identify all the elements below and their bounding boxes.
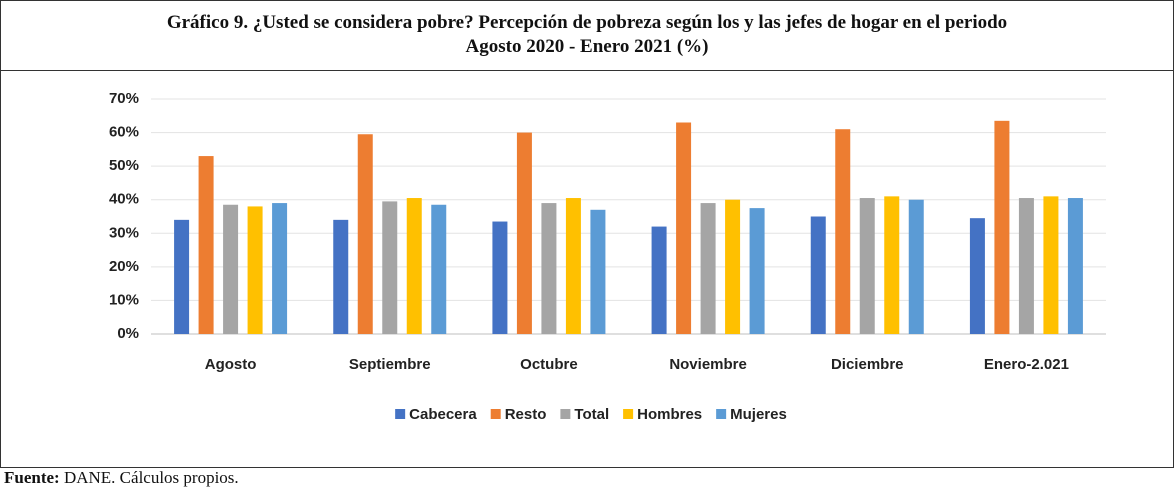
- legend-swatch: [395, 409, 406, 419]
- bar: [749, 208, 765, 334]
- bar: [651, 226, 667, 334]
- bar: [492, 221, 508, 334]
- legend-label: Cabecera: [409, 406, 477, 423]
- x-tick-label: Agosto: [205, 356, 257, 373]
- bar: [884, 196, 900, 334]
- bar: [223, 204, 239, 334]
- bar: [247, 206, 263, 334]
- bar: [406, 198, 422, 334]
- y-tick-label: 40%: [109, 191, 139, 208]
- chart-frame: Gráfico 9. ¿Usted se considera pobre? Pe…: [0, 0, 1174, 468]
- source-label: Fuente:: [4, 468, 60, 487]
- bar: [590, 209, 606, 334]
- bar: [1018, 198, 1034, 334]
- y-tick-label: 0%: [117, 325, 139, 342]
- legend-swatch: [560, 409, 571, 419]
- bar: [676, 122, 692, 334]
- bar: [835, 129, 851, 334]
- y-tick-label: 20%: [109, 258, 139, 275]
- bar: [1043, 196, 1059, 334]
- bar: [994, 120, 1010, 334]
- x-tick-label: Septiembre: [349, 356, 431, 373]
- bar: [174, 219, 190, 334]
- bar: [908, 199, 924, 334]
- bar: [565, 198, 581, 334]
- y-tick-label: 30%: [109, 224, 139, 241]
- bar: [516, 132, 532, 334]
- x-tick-label: Octubre: [520, 356, 578, 373]
- chart: 0% 10% 20% 30% 40% 50% 60% 70% Agosto Septiembre O…: [109, 90, 1106, 423]
- legend-label: Mujeres: [730, 406, 787, 423]
- bar: [272, 203, 288, 334]
- bar: [725, 199, 741, 334]
- bar: [969, 218, 985, 334]
- bar: [357, 134, 373, 334]
- y-tick-label: 10%: [109, 291, 139, 308]
- x-tick-label: Enero-2.021: [984, 356, 1069, 373]
- bar: [382, 201, 398, 334]
- legend-swatch: [490, 409, 501, 419]
- legend-label: Resto: [505, 406, 547, 423]
- bar: [700, 203, 716, 334]
- bar: [859, 198, 875, 334]
- x-tick-label: Noviembre: [669, 356, 747, 373]
- legend-swatch: [623, 409, 634, 419]
- bar: [1067, 198, 1083, 334]
- bar: [333, 219, 349, 334]
- source: Fuente: DANE. Cálculos propios.: [4, 468, 239, 488]
- y-tick-label: 70%: [109, 90, 139, 107]
- legend-label: Total: [574, 406, 609, 423]
- y-tick-label: 60%: [109, 124, 139, 141]
- x-tick-label: Diciembre: [831, 356, 904, 373]
- bar: [198, 156, 214, 334]
- chart-title: Gráfico 9. ¿Usted se considera pobre? Pe…: [1, 1, 1173, 71]
- bar: [810, 216, 826, 334]
- legend-label: Hombres: [637, 406, 702, 423]
- y-tick-label: 50%: [109, 157, 139, 174]
- bar: [541, 203, 557, 334]
- bar: [431, 204, 447, 334]
- legend-swatch: [716, 409, 727, 419]
- source-text: DANE. Cálculos propios.: [63, 468, 239, 487]
